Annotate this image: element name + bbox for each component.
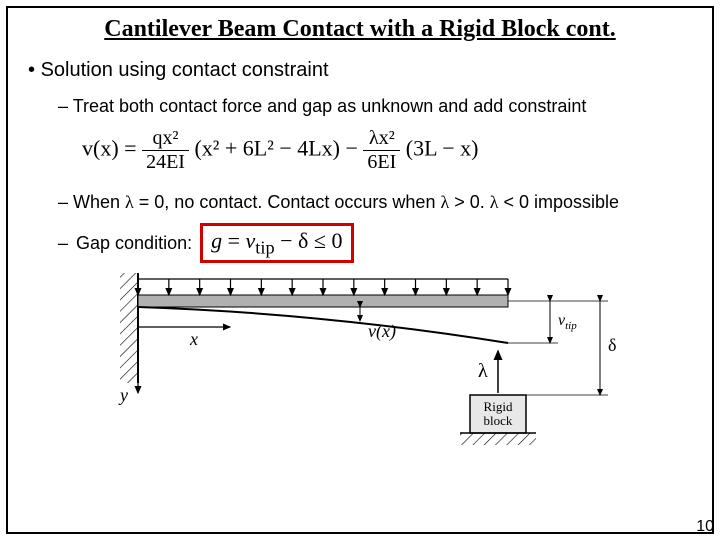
- bullet-level2-b: When λ = 0, no contact. Contact occurs w…: [58, 192, 698, 213]
- vx-label: v(x): [368, 321, 396, 342]
- formula-frac2: λx² 6EI: [363, 127, 400, 174]
- l2b-mid1: = 0, no contact. Contact occurs when: [134, 192, 441, 212]
- diagram-svg: x y v(x) Rigid block λ vtip: [90, 273, 630, 453]
- formula-group1: (x² + 6L² − 4Lx) −: [194, 136, 363, 161]
- gap-label: Gap condition:: [76, 233, 192, 254]
- y-axis-label: y: [118, 385, 128, 405]
- formula-lhs: v(x) =: [82, 136, 142, 161]
- delta-label: δ: [608, 335, 616, 355]
- frac2-num: λx²: [363, 127, 400, 151]
- l2b-post: < 0 impossible: [498, 192, 619, 212]
- bullet-level1: Solution using contact constraint: [28, 59, 698, 82]
- lambda-label: λ: [478, 360, 488, 382]
- wall-hatching: [120, 273, 138, 383]
- slide-title: Cantilever Beam Contact with a Rigid Blo…: [22, 16, 698, 43]
- frac1-den: 24EI: [142, 151, 189, 174]
- bullet-level2-a: Treat both contact force and gap as unkn…: [58, 96, 698, 117]
- beam-diagram: x y v(x) Rigid block λ vtip: [90, 273, 630, 453]
- l2b-mid2: > 0.: [449, 192, 490, 212]
- bullet-level2-c: Gap condition: g = vtip − δ ≤ 0: [58, 223, 698, 263]
- beam-undeformed: [138, 295, 508, 307]
- slide-frame: Cantilever Beam Contact with a Rigid Blo…: [6, 6, 714, 534]
- l2b-pre: When: [73, 192, 125, 212]
- formula-frac1: qx² 24EI: [142, 127, 189, 174]
- rigid-block-label-2: block: [484, 413, 513, 428]
- x-axis-label: x: [189, 329, 198, 349]
- lambda-glyph-2: λ: [440, 192, 449, 212]
- frac1-num: qx²: [142, 127, 189, 151]
- rigid-block-label-1: Rigid: [484, 399, 513, 414]
- vtip-label: vtip: [558, 312, 577, 332]
- frac2-den: 6EI: [363, 151, 400, 174]
- deflection-formula: v(x) = qx² 24EI (x² + 6L² − 4Lx) − λx² 6…: [82, 127, 698, 174]
- formula-group2: (3L − x): [406, 136, 479, 161]
- gap-condition-box: g = vtip − δ ≤ 0: [200, 223, 353, 263]
- distributed-load: [138, 279, 508, 295]
- ground-hatch: [460, 433, 536, 445]
- lambda-glyph-1: λ: [125, 192, 134, 212]
- page-number: 10: [696, 518, 714, 536]
